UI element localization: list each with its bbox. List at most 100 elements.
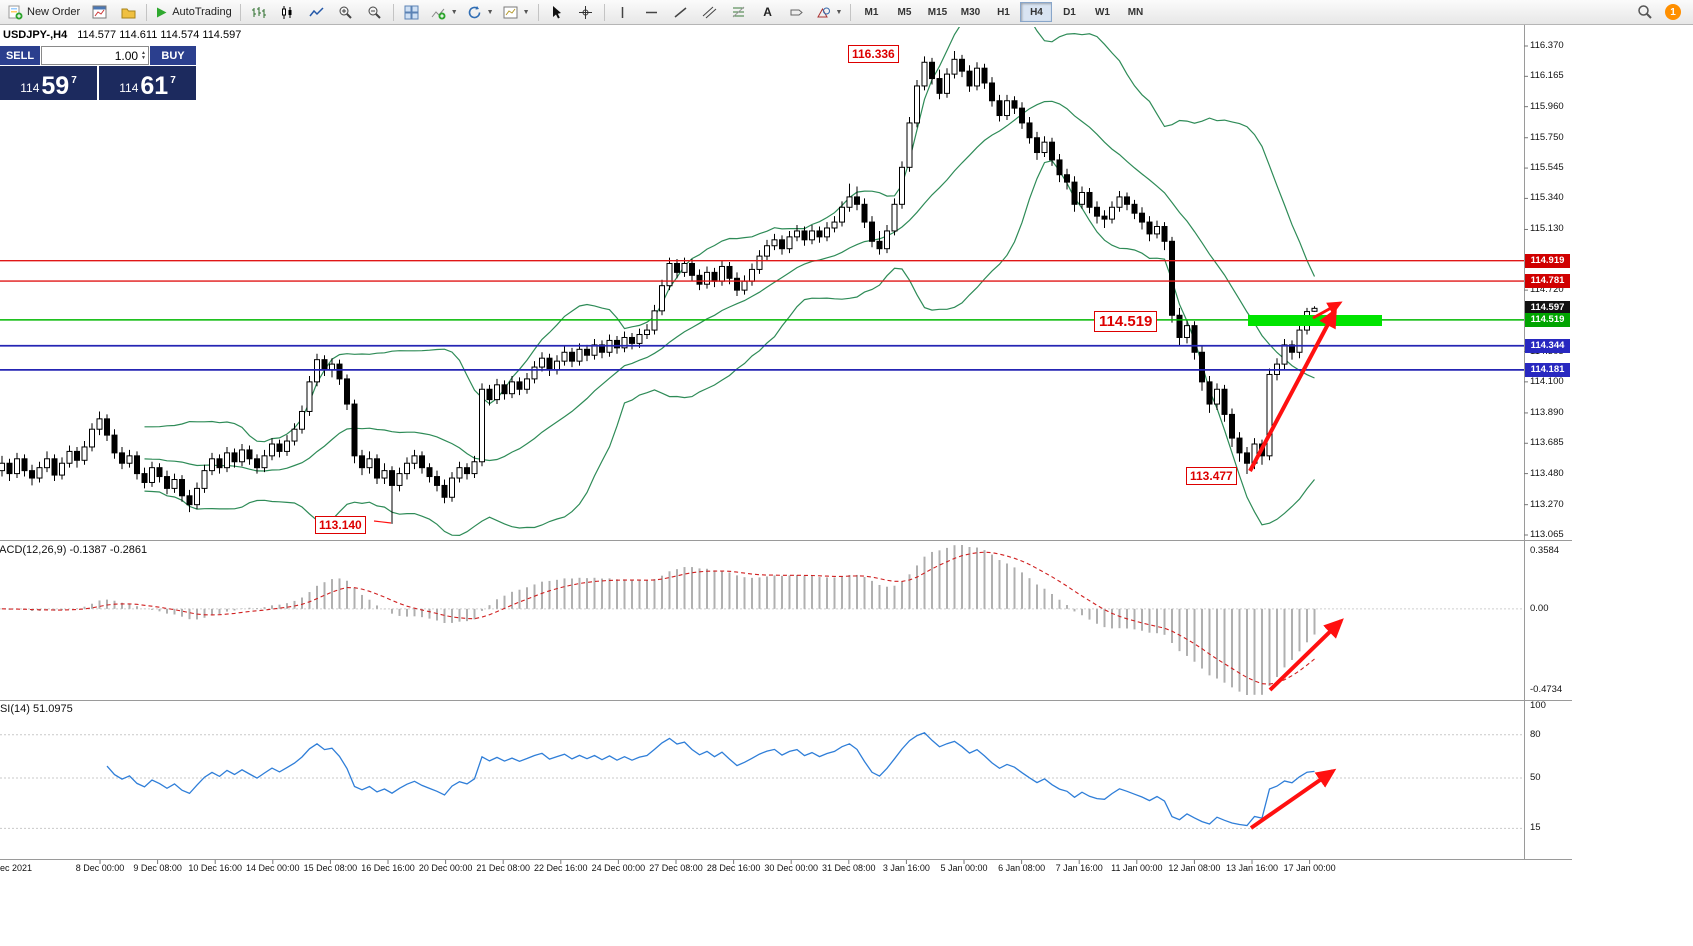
- buy-button[interactable]: BUY: [150, 46, 196, 65]
- time-label: 12 Jan 08:00: [1168, 863, 1221, 873]
- new-order-button[interactable]: New Order: [4, 1, 84, 23]
- volume-value: 1.00: [114, 48, 139, 63]
- crosshair-button[interactable]: [572, 1, 600, 23]
- time-label: 6 Jan 08:00: [998, 863, 1046, 873]
- line-chart-icon: [309, 6, 324, 16]
- sell-price-big: 59: [41, 72, 70, 100]
- profiles-button[interactable]: [114, 1, 142, 23]
- timeframe-h4[interactable]: H4: [1020, 2, 1053, 22]
- text-label-button[interactable]: [783, 1, 811, 23]
- autotrading-button[interactable]: AutoTrading: [151, 1, 236, 23]
- timeframe-m5[interactable]: M5: [897, 6, 912, 18]
- ohlc-values: 114.577 114.611 114.574 114.597: [77, 29, 242, 41]
- time-label: 9 Dec 08:00: [133, 863, 182, 873]
- channel-button[interactable]: [696, 1, 724, 23]
- vertical-line-button[interactable]: [609, 1, 637, 23]
- toolbar-separator: [850, 3, 852, 21]
- price-callout[interactable]: 113.140: [315, 516, 366, 534]
- zoom-in-icon: [339, 6, 352, 19]
- volume-input[interactable]: 1.00 ▲ ▼: [41, 46, 149, 65]
- templates-icon: [503, 6, 518, 18]
- search-icon[interactable]: [1637, 4, 1653, 20]
- time-label: 22 Dec 16:00: [534, 863, 588, 873]
- line-chart-button[interactable]: [303, 1, 331, 23]
- time-label: 13 Jan 16:00: [1225, 863, 1279, 873]
- bar-chart-icon: [252, 6, 267, 18]
- timeframe-m1[interactable]: M1: [864, 6, 879, 18]
- volume-stepper[interactable]: ▲ ▼: [141, 49, 146, 61]
- text-icon: A: [763, 5, 772, 19]
- time-label: 8 Dec 00:00: [75, 863, 125, 873]
- shapes-button[interactable]: ▼: [812, 1, 847, 23]
- notifications-badge[interactable]: 1: [1665, 4, 1681, 20]
- toolbar-separator: [537, 3, 539, 21]
- sell-price-button[interactable]: 114 59 7: [0, 66, 97, 100]
- macd-indicator-label: MACD(12,26,9) -0.1387 -0.2861: [0, 544, 148, 556]
- time-label: 14 Dec 00:00: [246, 863, 300, 873]
- toolbar-right-group: 1: [1637, 4, 1689, 20]
- stepper-down-icon[interactable]: ▼: [141, 54, 146, 61]
- symbol-period-label: USDJPY-,H4: [3, 29, 68, 41]
- trade-panel-top-row: SELL 1.00 ▲ ▼ BUY: [0, 46, 196, 65]
- templates-button[interactable]: ▼: [499, 1, 534, 23]
- fibonacci-icon: [732, 6, 745, 17]
- channel-icon: [702, 6, 717, 18]
- sell-button[interactable]: SELL: [0, 46, 40, 65]
- periods-button[interactable]: ▼: [463, 1, 498, 23]
- timeframe-mn[interactable]: MN: [1127, 6, 1144, 18]
- text-label-icon: [790, 9, 803, 15]
- toolbar-separator: [239, 3, 241, 21]
- cursor-button[interactable]: [543, 1, 571, 23]
- buy-price-prefix: 114: [119, 81, 139, 95]
- indicators-button[interactable]: ▼: [427, 1, 462, 23]
- profiles-icon: [121, 8, 136, 18]
- price-callout[interactable]: 114.519: [1094, 311, 1158, 332]
- vertical-line-icon: [621, 6, 624, 18]
- time-label: 11 Jan 00:00: [1111, 863, 1163, 873]
- time-axis[interactable]: ec 2021 8 Dec 00:00 9 Dec 08:00 10 Dec 16:0…: [0, 861, 1572, 879]
- autotrading-icon: [157, 7, 167, 17]
- time-label: 28 Dec 16:00: [706, 863, 761, 873]
- buy-price-button[interactable]: 114 61 7: [99, 66, 196, 100]
- tile-windows-button[interactable]: [398, 1, 426, 23]
- time-label: 15 Dec 08:00: [303, 863, 358, 873]
- time-label: 17 Jan 00:00: [1283, 863, 1336, 873]
- timeframe-m30[interactable]: M30: [960, 6, 981, 18]
- time-label: 7 Jan 16:00: [1055, 863, 1103, 873]
- sell-price-pip: 7: [71, 75, 77, 86]
- new-chart-icon: [92, 5, 107, 18]
- buy-price-big: 61: [140, 72, 169, 100]
- new-order-label: New Order: [27, 6, 81, 18]
- time-label: 31 Dec 08:00: [822, 863, 876, 873]
- candlestick-chart-button[interactable]: [274, 1, 302, 23]
- crosshair-icon: [579, 5, 593, 19]
- zoom-in-button[interactable]: [332, 1, 360, 23]
- toolbar-separator: [146, 3, 148, 21]
- buy-price-pip: 7: [170, 75, 176, 86]
- zoom-out-icon: [368, 6, 381, 19]
- timeframe-d1[interactable]: D1: [1063, 6, 1076, 18]
- zoom-out-button[interactable]: [361, 1, 389, 23]
- indicators-icon: [431, 8, 446, 19]
- price-callout[interactable]: 113.477: [1186, 467, 1237, 485]
- trendline-icon: [674, 6, 687, 18]
- chart-ohlc-header: USDJPY-,H4 114.577 114.611 114.574 114.59…: [3, 29, 241, 41]
- chevron-down-icon: ▼: [522, 8, 530, 16]
- periods-icon: [468, 5, 480, 18]
- timeframe-m15[interactable]: M15: [927, 6, 948, 18]
- timeframe-w1[interactable]: W1: [1094, 6, 1110, 18]
- horizontal-line-button[interactable]: [638, 1, 666, 23]
- time-label: 20 Dec 00:00: [418, 863, 473, 873]
- trendline-button[interactable]: [667, 1, 695, 23]
- time-label: 24 Dec 00:00: [591, 863, 646, 873]
- time-label: 27 Dec 08:00: [649, 863, 703, 873]
- text-button[interactable]: A: [754, 1, 782, 23]
- cursor-icon: [553, 5, 562, 18]
- fibonacci-button[interactable]: [725, 1, 753, 23]
- new-chart-button[interactable]: [85, 1, 113, 23]
- price-callout[interactable]: 116.336: [848, 45, 899, 63]
- bar-chart-button[interactable]: [245, 1, 273, 23]
- timeframe-h1[interactable]: H1: [997, 6, 1010, 18]
- stepper-up-icon[interactable]: ▲: [141, 49, 146, 56]
